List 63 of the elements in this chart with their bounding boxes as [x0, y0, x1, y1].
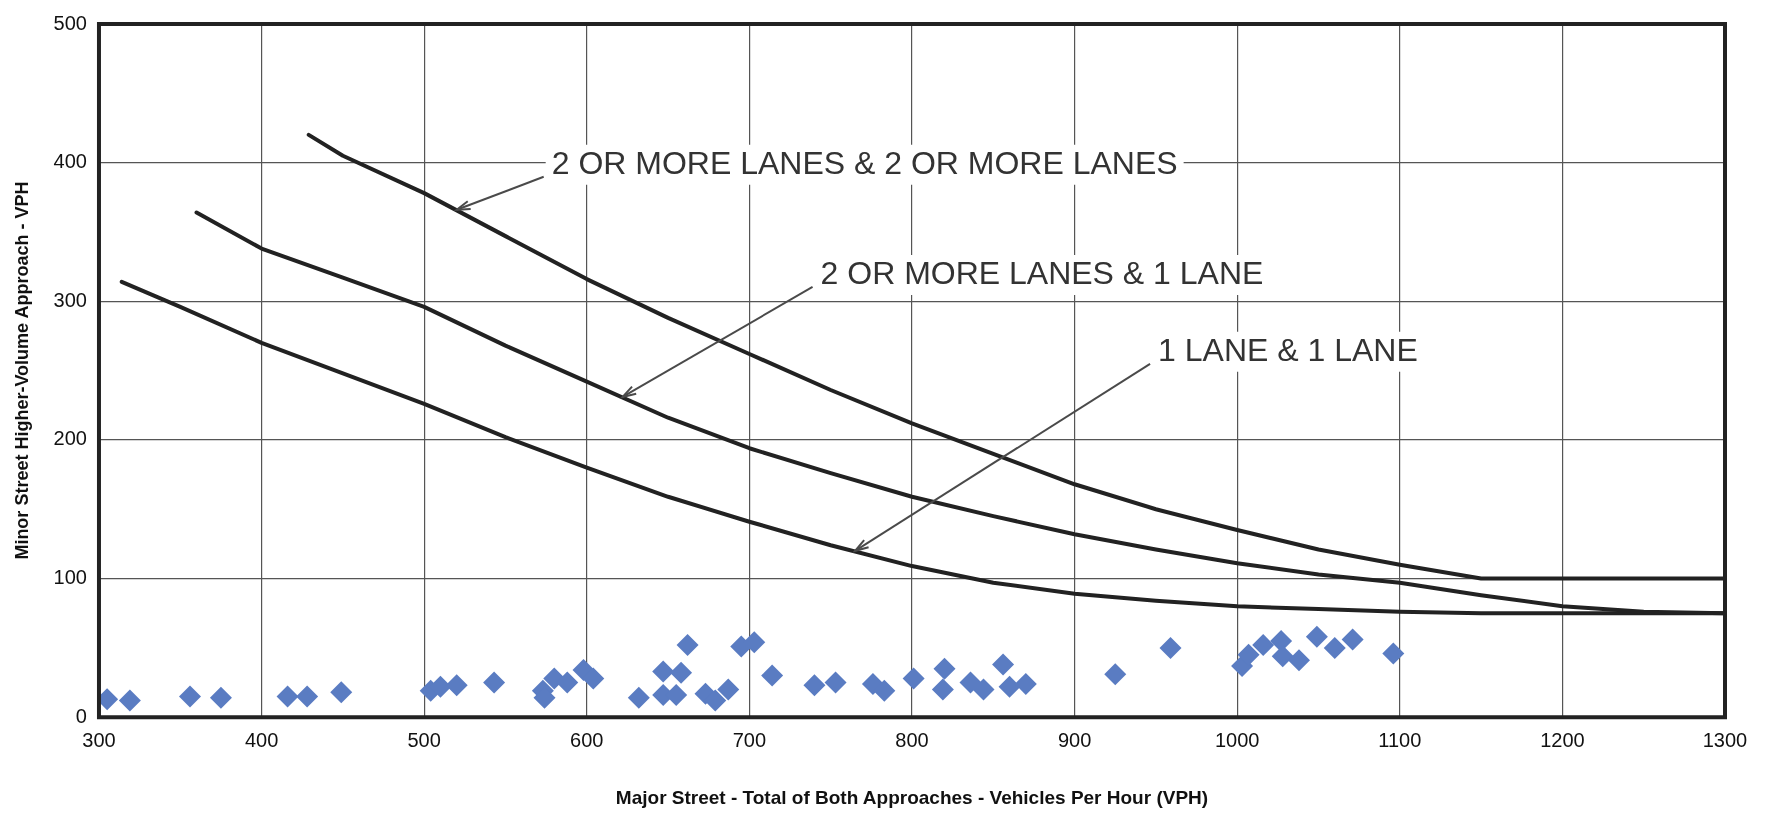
point	[118, 689, 141, 712]
point	[1237, 643, 1260, 666]
point	[627, 686, 650, 709]
point	[556, 671, 579, 694]
x-tick-label: 1100	[1378, 728, 1422, 751]
x-tick-label: 900	[1057, 728, 1092, 751]
point	[1382, 642, 1405, 665]
point	[445, 674, 468, 697]
x-tick-label: 1200	[1540, 728, 1585, 751]
y-axis-title: Minor Street Higher-Volume Approach - VPH	[11, 181, 32, 560]
point	[1287, 649, 1310, 672]
point	[1305, 625, 1328, 648]
y-tick-label: 200	[53, 427, 87, 450]
point	[743, 631, 766, 654]
x-tick-label: 800	[895, 728, 929, 751]
point	[902, 667, 925, 690]
point	[582, 667, 605, 690]
point	[972, 678, 995, 701]
point	[803, 674, 826, 697]
point	[931, 678, 954, 701]
x-tick-label: 600	[570, 728, 604, 751]
y-tick-label: 500	[53, 11, 87, 34]
point	[873, 679, 896, 702]
x-tick-label: 700	[732, 728, 767, 751]
x-tick-label: 300	[82, 728, 116, 751]
point	[670, 661, 693, 684]
point	[992, 653, 1015, 676]
point	[1323, 636, 1346, 659]
y-tick-label: 300	[53, 288, 87, 311]
point	[179, 685, 202, 708]
x-tick-label: 500	[407, 728, 441, 751]
point	[1014, 672, 1037, 695]
point	[652, 660, 675, 683]
x-tick-label: 400	[244, 728, 279, 751]
point	[1252, 634, 1275, 657]
point	[276, 685, 299, 708]
point	[1341, 628, 1364, 651]
point	[676, 634, 699, 657]
point	[933, 657, 956, 680]
y-tick-label: 400	[53, 150, 87, 173]
annotation: 2 OR MORE LANES & 1 LANE	[820, 254, 1264, 291]
point	[296, 685, 319, 708]
point	[824, 671, 847, 694]
point	[959, 671, 982, 694]
x-axis-title: Major Street - Total of Both Approaches - Vehicles Per Hour (VPH)	[615, 786, 1209, 808]
y-tick-label: 100	[53, 566, 87, 589]
point	[209, 686, 232, 709]
point	[998, 675, 1021, 698]
point	[1159, 636, 1182, 659]
point	[717, 678, 740, 701]
annotation: 1 LANE & 1 LANE	[1158, 331, 1418, 368]
y-tick-label: 0	[75, 704, 87, 727]
point	[1270, 629, 1293, 652]
point	[704, 689, 727, 712]
annotation: 2 OR MORE LANES & 2 OR MORE LANES	[551, 144, 1178, 181]
point	[1271, 645, 1294, 668]
x-tick-label: 1300	[1702, 728, 1748, 751]
point	[330, 681, 353, 704]
point	[98, 688, 119, 711]
x-tick-label: 1000	[1214, 728, 1260, 751]
point	[483, 671, 506, 694]
point	[761, 664, 784, 687]
point	[1104, 663, 1127, 686]
